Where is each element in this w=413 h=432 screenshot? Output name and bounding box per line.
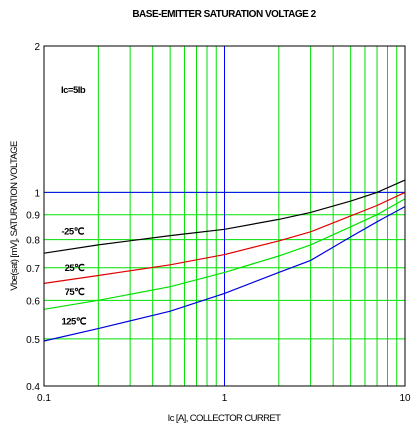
x-axis-label: Ic [A], COLLECTOR CURRET	[168, 413, 281, 424]
series-label: 125℃	[61, 317, 86, 328]
series-line	[43, 179, 406, 254]
annotation-ic-ib: Ic=5Ib	[61, 85, 86, 96]
x-tick-label: 0.1	[37, 393, 51, 404]
y-tick-label: 0.9	[26, 211, 40, 222]
series-label: 25℃	[65, 263, 86, 274]
series-line	[43, 198, 406, 310]
x-tick-labels: 0.1 1 10	[37, 393, 411, 404]
y-tick-label: 0.6	[26, 296, 40, 307]
y-tick-labels: 0.4 0.5 0.6 0.7 0.8 0.9 1 2	[26, 42, 40, 393]
series-label: -25℃	[61, 226, 84, 237]
series-line	[43, 191, 406, 284]
y-tick-label: 0.5	[26, 335, 40, 346]
plot-frame	[43, 45, 406, 387]
series-layer	[43, 179, 406, 342]
x-tick-label: 10	[399, 393, 411, 404]
y-tick-label: 2	[34, 42, 40, 53]
series-labels: -25℃ 25℃ 75℃ 125℃	[61, 226, 87, 328]
highlight-lines	[44, 46, 405, 386]
y-tick-label: 1	[34, 188, 40, 199]
y-axis-label: Vbe(sat) [mV], SATURATION VOLTAGE	[9, 141, 20, 291]
x-tick-label: 1	[222, 393, 228, 404]
y-tick-label: 0.7	[26, 264, 40, 275]
series-line	[43, 206, 406, 342]
chart-title: BASE-EMITTER SATURATION VOLTAGE 2	[132, 9, 316, 20]
y-tick-label: 0.8	[26, 236, 40, 247]
series-label: 75℃	[65, 287, 86, 298]
y-tick-label: 0.4	[26, 382, 40, 393]
